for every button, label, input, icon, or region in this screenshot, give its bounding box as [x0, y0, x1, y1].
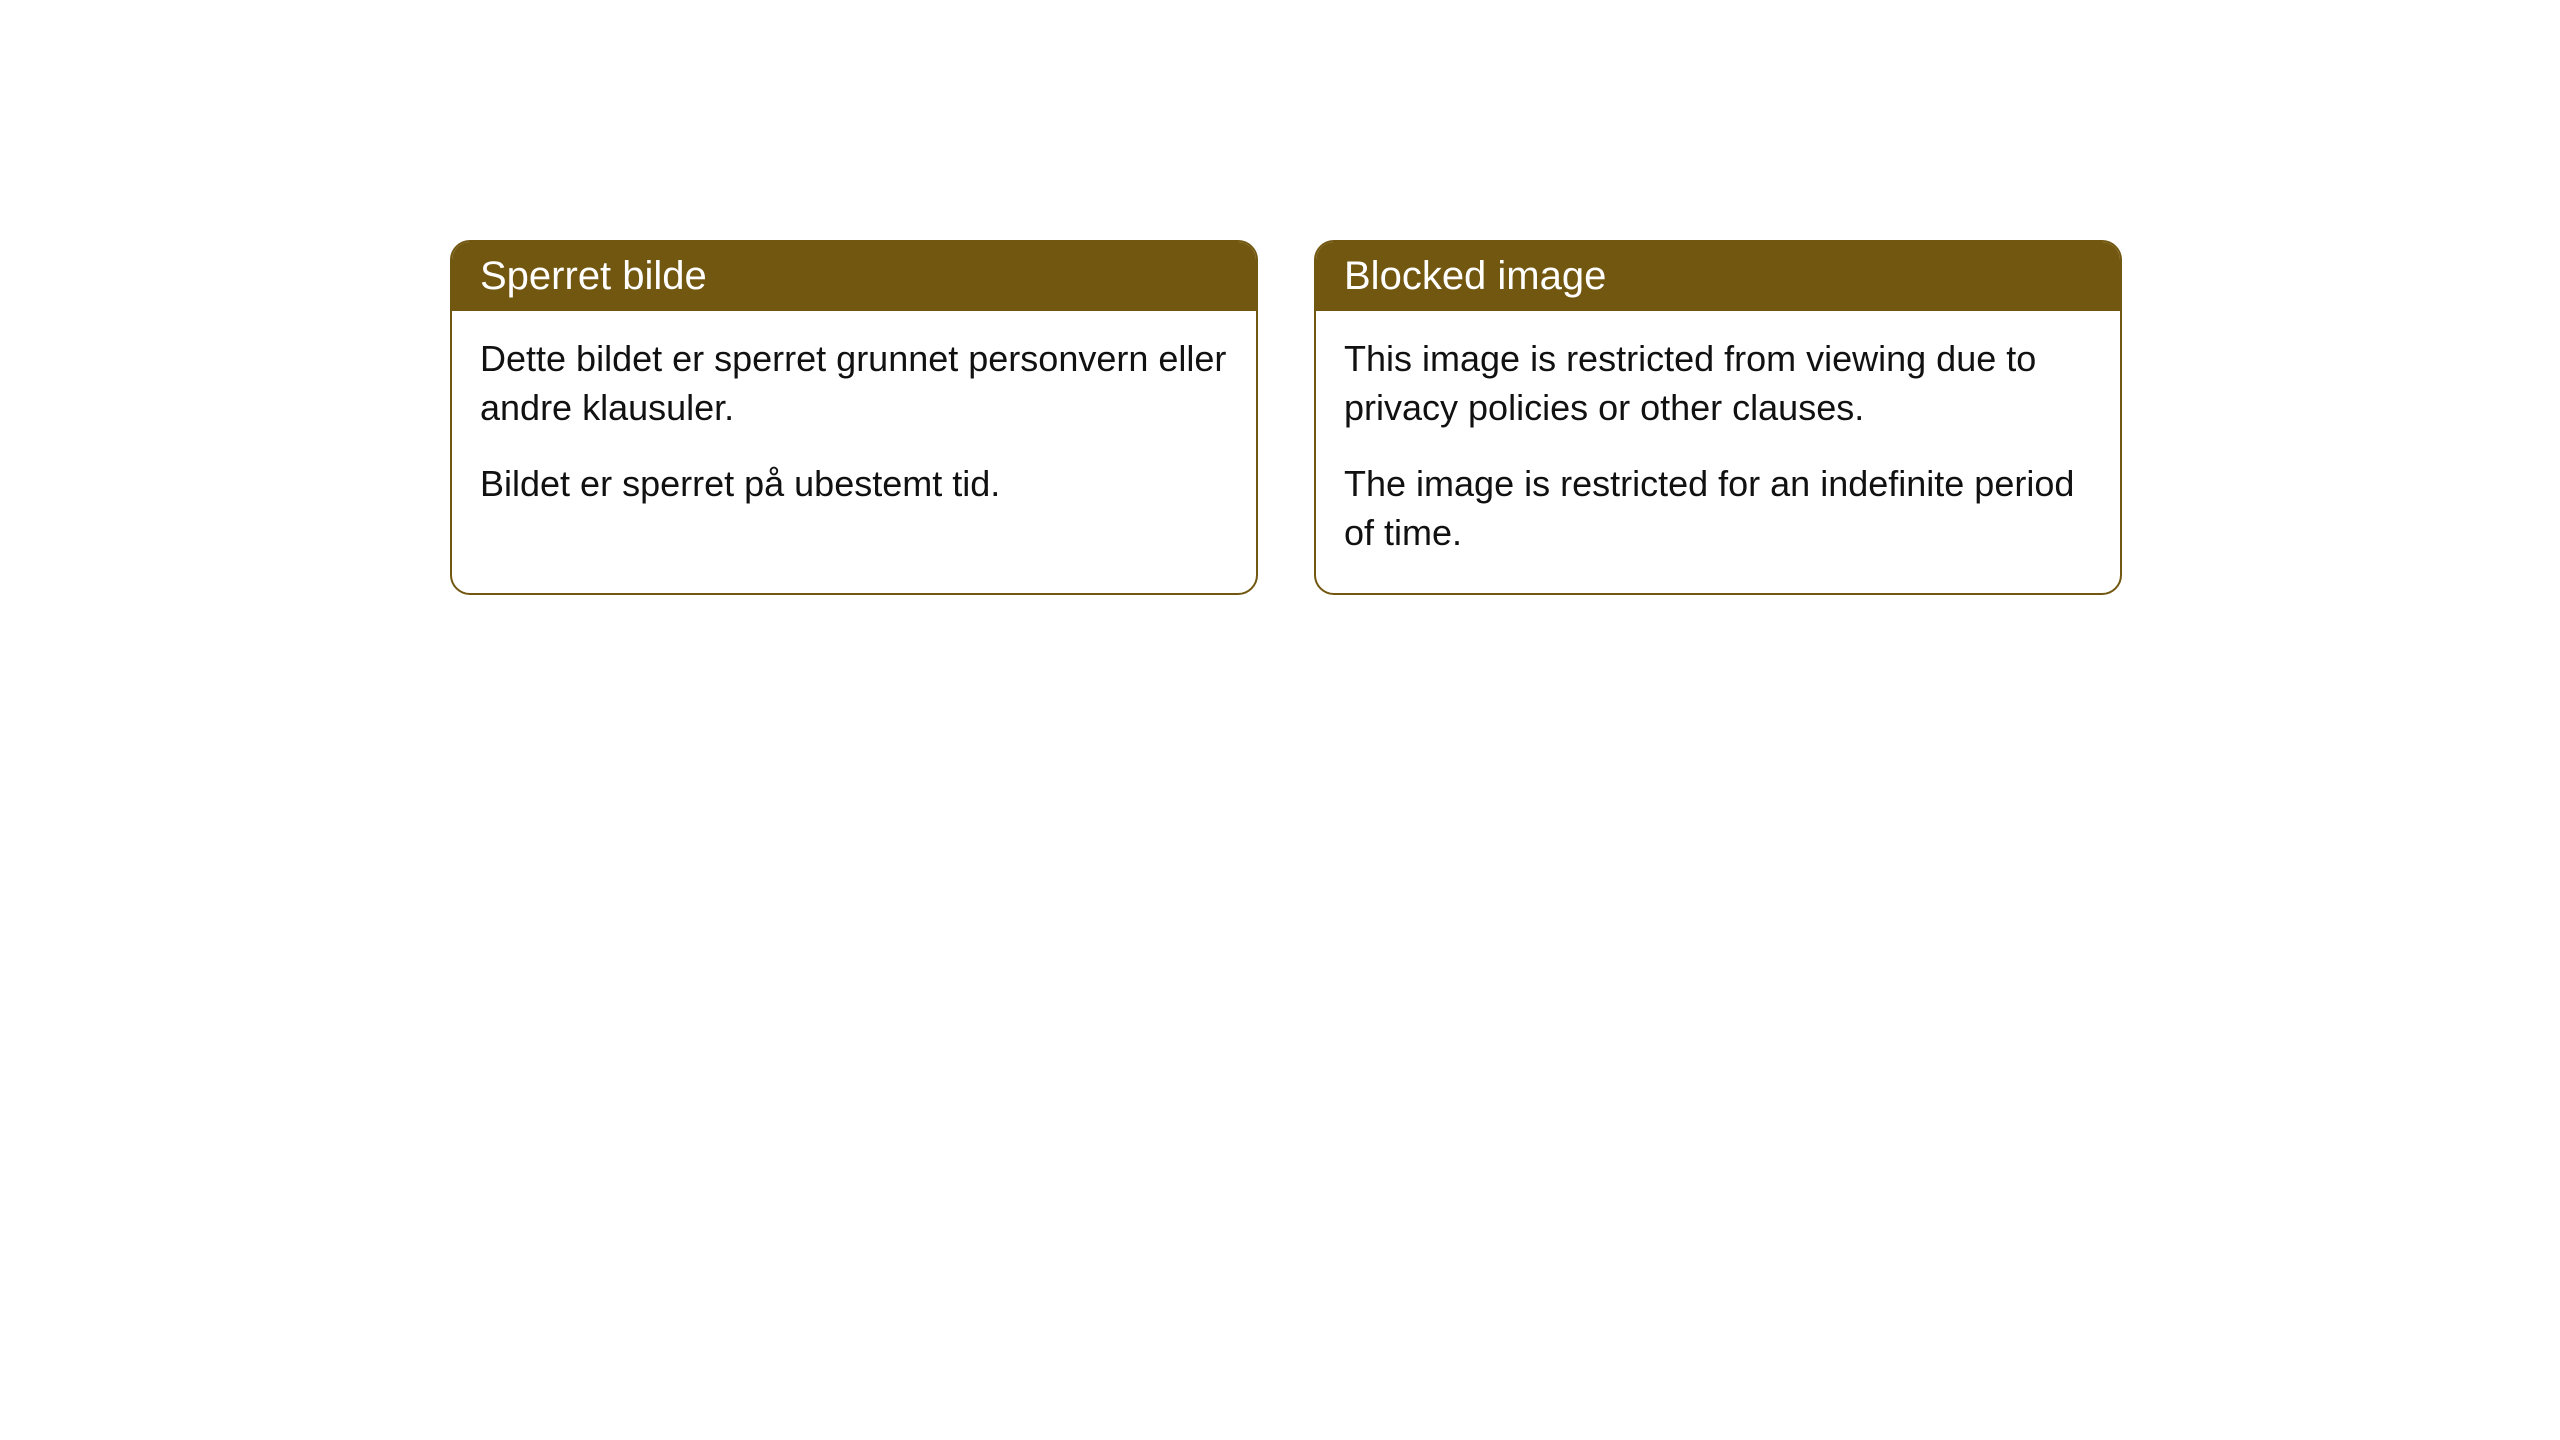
card-paragraph: The image is restricted for an indefinit… [1344, 460, 2092, 557]
card-title: Sperret bilde [480, 254, 707, 298]
card-paragraph: This image is restricted from viewing du… [1344, 335, 2092, 432]
card-body: This image is restricted from viewing du… [1316, 311, 2120, 593]
notice-cards-container: Sperret bilde Dette bildet er sperret gr… [450, 240, 2122, 595]
card-paragraph: Dette bildet er sperret grunnet personve… [480, 335, 1228, 432]
card-paragraph: Bildet er sperret på ubestemt tid. [480, 460, 1228, 509]
notice-card-norwegian: Sperret bilde Dette bildet er sperret gr… [450, 240, 1258, 595]
card-title: Blocked image [1344, 254, 1606, 298]
card-header: Sperret bilde [452, 242, 1256, 311]
notice-card-english: Blocked image This image is restricted f… [1314, 240, 2122, 595]
card-header: Blocked image [1316, 242, 2120, 311]
card-body: Dette bildet er sperret grunnet personve… [452, 311, 1256, 545]
